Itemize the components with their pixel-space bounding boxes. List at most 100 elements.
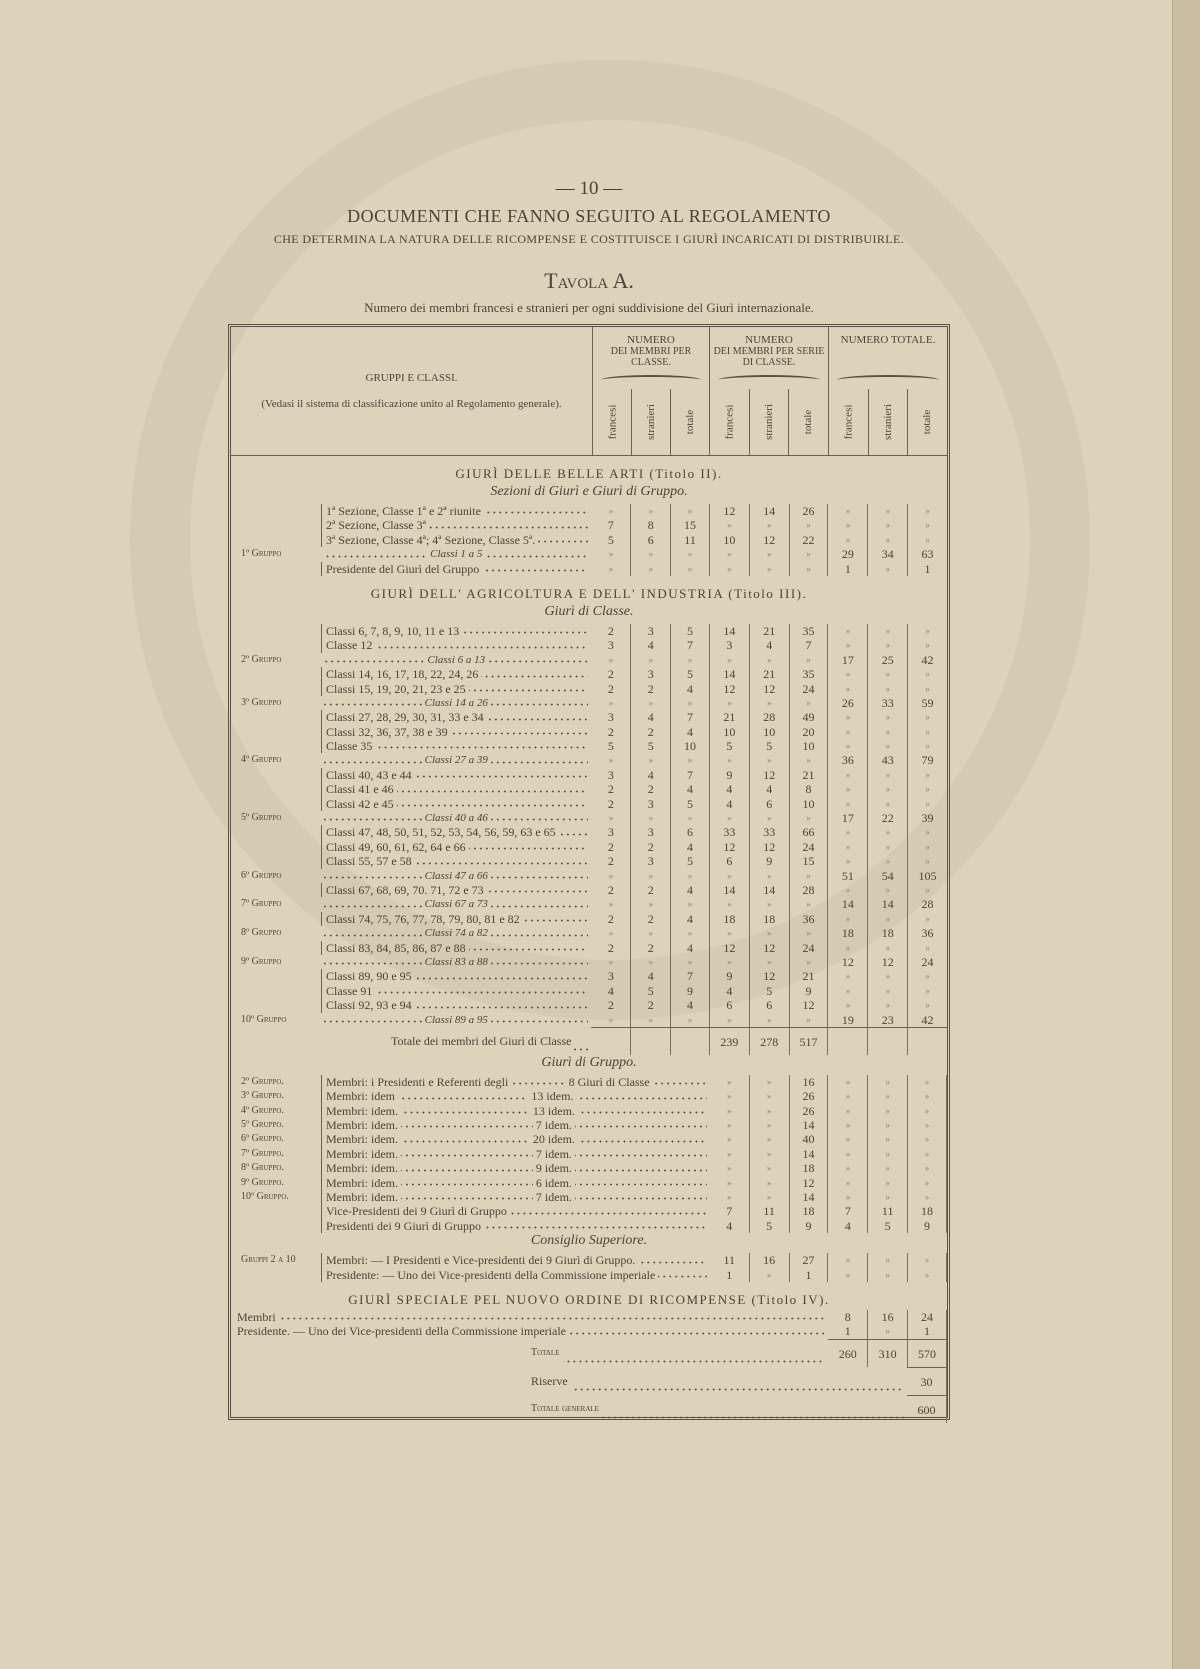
row-label: 3º Gruppo. Membri: idem 13 idem. <box>231 1089 710 1104</box>
value-cell: » <box>790 547 829 562</box>
value-cell: 24 <box>790 839 829 855</box>
value-cell: » <box>868 1103 909 1119</box>
value-cell: 2 <box>591 796 632 812</box>
group-label <box>231 739 321 753</box>
value-cell: 20 <box>790 724 829 740</box>
value-cell: 5 <box>591 739 632 754</box>
dot-leader <box>574 1175 707 1187</box>
table-row: 3ª Sezione, Classe 4ª; 4ª Sezione, Class… <box>231 532 947 548</box>
dot-leader <box>638 1253 707 1264</box>
class-label: Classi 49, 60, 61, 62, 64 e 66 <box>321 839 466 855</box>
value-cell: 2 <box>591 998 632 1013</box>
row-label: 4º Gruppo. Membri: idem. 13 idem. <box>231 1103 710 1119</box>
value-cell: » <box>750 1190 790 1205</box>
value-cell: » <box>908 1190 947 1205</box>
row-label: Classi 74, 75, 76, 77, 78, 79, 80, 81 e … <box>231 911 591 927</box>
value-cell: » <box>908 1267 947 1282</box>
dot-leader <box>601 1394 905 1419</box>
value-cell: » <box>591 811 632 826</box>
dot-leader <box>401 1132 530 1143</box>
table-row: Riserve 30 <box>231 1366 947 1395</box>
value-cell: » <box>631 1012 672 1027</box>
value-cell: 8 <box>790 782 829 797</box>
value-cell: 9 <box>908 1218 947 1234</box>
value-cell: » <box>671 753 710 768</box>
value-cell: » <box>925 741 930 752</box>
member-label: Membri: i Presidenti e Referenti degli <box>321 1074 508 1090</box>
class-label: Classi 14, 16, 17, 18, 22, 24, 26 <box>321 667 478 682</box>
group-label <box>231 1204 321 1218</box>
table-row: 5º Gruppo. Membri: idem. 7 idem.»» 14»»» <box>231 1118 947 1133</box>
value-cell: » <box>828 882 869 898</box>
value-cell: » <box>868 767 909 783</box>
value-cell: » <box>868 839 909 855</box>
row-label: 1º Gruppo Classi 1 a 5 <box>231 547 591 561</box>
value-cell: » <box>750 954 790 970</box>
value-cell: 12 <box>710 504 750 519</box>
value-cell: » <box>868 1118 909 1133</box>
value-cell: » <box>925 640 930 651</box>
value-cell: » <box>750 1175 790 1191</box>
value-cell: 3 <box>631 854 672 869</box>
dot-leader <box>324 954 422 966</box>
value-cell: 66 <box>790 825 829 840</box>
dot-leader <box>396 782 589 793</box>
class-label: Classi 67, 68, 69, 70. 71, 72 e 73 <box>321 882 484 898</box>
value-cell: 26 <box>828 695 869 711</box>
row-label: 4º Gruppo Classi 27 a 39 <box>231 753 591 767</box>
value-cell: » <box>790 897 829 912</box>
value-cell: » <box>710 652 750 668</box>
value-cell: » <box>868 1146 909 1162</box>
value-cell: 10 <box>710 532 750 548</box>
table-header: GRUPPI E CLASSI. (Vedasi il sistema di c… <box>231 327 947 456</box>
dot-leader <box>414 854 589 865</box>
value-cell: 9 <box>710 767 750 783</box>
value-cell: » <box>750 518 790 533</box>
value-cell: » <box>631 695 672 711</box>
value-cell: » <box>908 1118 947 1133</box>
value-cell: » <box>671 954 710 970</box>
value-cell: 9 <box>710 969 750 984</box>
value-cell: 7 <box>591 518 632 533</box>
dot-leader <box>414 969 589 980</box>
dot-leader <box>490 926 589 937</box>
value-cell: 2 <box>591 782 632 797</box>
value-cell: » <box>790 753 829 768</box>
class-label: 3ª Sezione, Classe 4ª; 4ª Sezione, Class… <box>321 532 535 548</box>
class-label: Classi 89, 90 e 95 <box>321 969 412 984</box>
value-cell: » <box>868 940 909 955</box>
group-label: 10º Gruppo <box>241 1013 287 1025</box>
value-cell: » <box>591 897 632 912</box>
table-row: Classe 12 3 4 7 3 4 7»»» <box>231 638 947 653</box>
value-cell: » <box>868 667 909 682</box>
header-col: stranieri <box>750 389 790 455</box>
table-row: 3º Gruppo. Membri: idem 13 idem.»» 26»»» <box>231 1089 947 1104</box>
value-cell: 1 <box>828 561 869 576</box>
value-cell: 36 <box>828 753 869 768</box>
value-cell: » <box>710 1118 750 1133</box>
value-cell: » <box>828 667 869 682</box>
row-label: Classi 92, 93 e 94 <box>231 998 591 1013</box>
header-group: NUMERO DEI MEMBRI PER SERIE DI CLASSE. fra… <box>710 327 829 455</box>
value-cell: 24 <box>908 1309 947 1325</box>
row-label: 3ª Sezione, Classe 4ª; 4ª Sezione, Class… <box>231 532 591 548</box>
value-cell: 4 <box>631 638 672 653</box>
member-label: Vice-Presidenti dei 9 Giurì di Gruppo <box>321 1204 507 1219</box>
value-cell: » <box>925 971 930 982</box>
header-col: francesi <box>829 389 869 455</box>
member-label: Membri: idem. <box>321 1190 398 1205</box>
dot-leader <box>538 532 589 544</box>
value-cell: » <box>828 710 869 725</box>
brace-decoration <box>601 375 701 385</box>
row-label: Classi 41 e 46 <box>231 782 591 797</box>
group-label <box>231 1268 321 1282</box>
dot-leader <box>490 868 589 879</box>
value-cell: 4 <box>710 983 750 999</box>
group-label: 6º Gruppo. <box>241 1133 284 1145</box>
value-cell: » <box>671 811 710 826</box>
value-cell: 16 <box>750 1253 790 1268</box>
value-cell: » <box>868 1132 909 1147</box>
dot-leader <box>278 1309 826 1321</box>
value-cell: 4 <box>671 782 710 797</box>
table-row: Classi 42 e 45 2 3 5 4 6 10»»» <box>231 796 947 812</box>
